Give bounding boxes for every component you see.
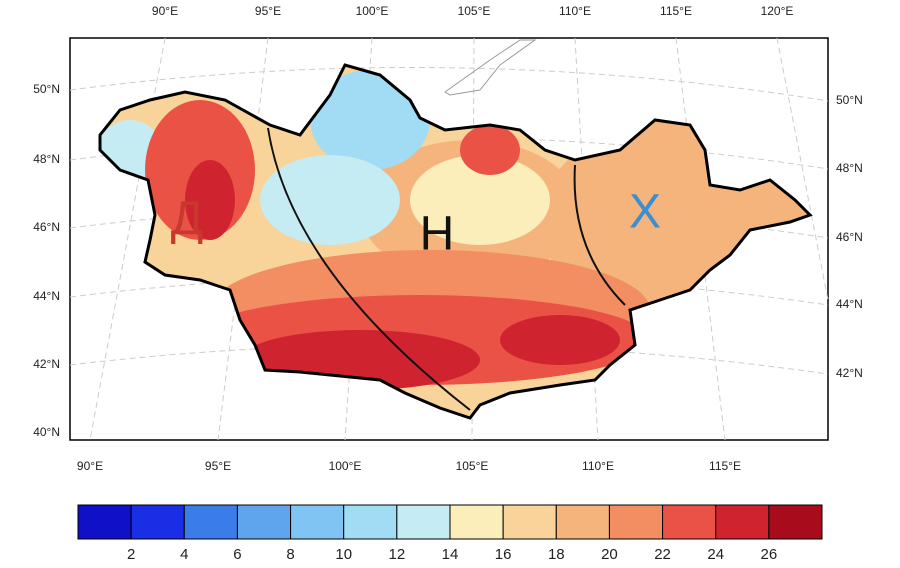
colorbar-box [396,504,451,540]
lat-label: 50°N [33,82,60,96]
colorbar-label: 16 [495,546,512,563]
lon-label: 105°E [456,459,489,473]
colorbar-box [449,504,504,540]
lon-label: 90°E [152,4,178,18]
colorbar-box [77,504,132,540]
lat-label: 46°N [836,230,863,244]
colorbar-label: 2 [127,546,135,563]
colorbar-box [502,504,557,540]
lat-label: 44°N [33,289,60,303]
lon-label: 100°E [356,4,389,18]
zone-boundary [573,164,626,306]
colorbar-label: 22 [654,546,671,563]
colorbar-label: 20 [601,546,618,563]
colorbar-box [662,504,717,540]
lon-label: 110°E [582,459,614,473]
lon-label: 115°E [709,459,741,473]
colorbar-label: 6 [233,546,241,563]
lat-label: 44°N [836,297,863,311]
colorbar-label: 14 [442,546,459,563]
colorbar-box [290,504,345,540]
lon-label: 100°E [329,459,362,473]
lat-label: 42°N [33,357,60,371]
zone-boundary [267,127,471,411]
border-outline [444,39,537,96]
lon-label: 120°E [761,4,794,18]
lon-label: 110°E [559,4,591,18]
lon-label: 95°E [255,4,281,18]
colorbar-label: 18 [548,546,565,563]
lat-label: 40°N [33,425,60,439]
region-label: Д [171,193,204,246]
colorbar-box [343,504,398,540]
lat-label: 46°N [33,220,60,234]
lat-label: 50°N [836,93,863,107]
colorbar-box [608,504,664,540]
colorbar-box [715,504,770,540]
colorbar-label: 24 [707,546,724,563]
colorbar-box [183,504,238,540]
colorbar-box [555,504,610,540]
region-label: Н [420,208,455,261]
colorbar-label: 10 [335,546,352,563]
lon-label: 90°E [77,459,103,473]
colorbar-label: 4 [180,546,188,563]
lat-label: 48°N [836,161,863,175]
colorbar-label: 8 [286,546,294,563]
lon-label: 95°E [205,459,231,473]
lon-label: 115°E [660,4,692,18]
lat-label: 48°N [33,152,60,166]
colorbar-box [236,504,292,540]
colorbar-label: 12 [389,546,406,563]
colorbar-box [130,504,185,540]
colorbar-label: 26 [761,546,778,563]
colorbar-box [768,504,823,540]
region-label: Х [629,186,661,239]
lon-label: 105°E [458,4,491,18]
lat-label: 42°N [836,366,863,380]
map-frame [69,37,829,441]
